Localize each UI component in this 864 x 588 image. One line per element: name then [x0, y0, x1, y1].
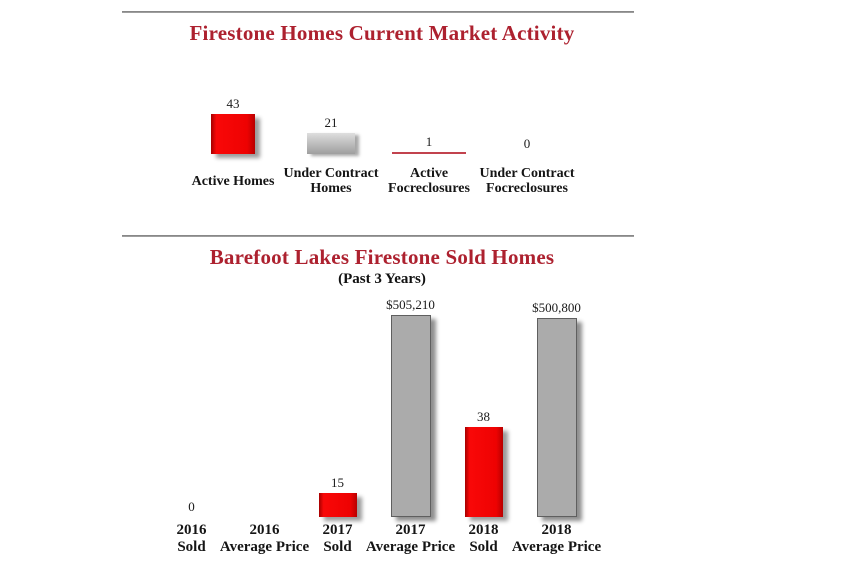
chart-column-2017-sold: 15 2017 Sold: [301, 292, 374, 556]
category-label-line: Active: [409, 166, 449, 181]
category-label-active-homes: Active Homes: [192, 165, 275, 197]
sold-homes-chart: 0 2016 Sold 2016 Average Price 15 2017 Sold $505…: [155, 292, 602, 556]
category-label-line: Homes: [310, 181, 352, 196]
bar-stack: 0: [155, 292, 228, 517]
section-divider-middle: [122, 235, 634, 237]
category-label-line: Sold: [469, 539, 498, 555]
category-label-line: Focreclosures: [388, 181, 470, 196]
bar-active-focreclosures: [392, 152, 466, 154]
chart-column-active-homes: 43 Active Homes: [184, 95, 282, 197]
chart-column-2016-average-price: 2016 Average Price: [220, 292, 309, 556]
bar-value-label: 38: [477, 409, 490, 424]
category-label-under-contract-homes: Under Contract Homes: [283, 165, 378, 197]
bar-value-label: 21: [324, 115, 338, 130]
category-label-line: Average Price: [219, 539, 310, 555]
chart-column-2018-sold: 38 2018 Sold: [447, 292, 520, 556]
chart-column-2016-sold: 0 2016 Sold: [155, 292, 228, 556]
bar-2018-sold: [464, 427, 503, 517]
category-label-line: 2016: [176, 522, 207, 538]
category-label-2018-average-price: 2018 Average Price: [512, 522, 601, 556]
category-label-under-contract-focreclosures: Under Contract Focreclosures: [479, 165, 574, 197]
chart-column-2017-average-price: $505,210 2017 Average Price: [366, 292, 455, 556]
bar-value-label: 15: [331, 475, 344, 490]
chart-column-under-contract-homes: 21 Under Contract Homes: [282, 95, 380, 197]
bar-stack: 0: [478, 95, 576, 154]
chart2-title: Barefoot Lakes Firestone Sold Homes: [209, 245, 555, 269]
bar-stack: [228, 292, 301, 517]
category-label-2018-sold: 2018 Sold: [469, 522, 499, 556]
category-label-line: 2017: [322, 522, 353, 538]
bar-active-homes: [211, 114, 255, 154]
category-label-2017-average-price: 2017 Average Price: [366, 522, 455, 556]
category-label-line: Focreclosures: [486, 181, 568, 196]
bar-stack: 15: [301, 292, 374, 517]
category-label-line: 2018: [468, 522, 499, 538]
bar-under-contract-homes: [307, 133, 355, 154]
category-label-line: Average Price: [511, 539, 602, 555]
bar-stack: 21: [282, 95, 380, 154]
bar-stack: 38: [447, 292, 520, 517]
chart1-title: Firestone Homes Current Market Activity: [189, 21, 575, 45]
bar-stack: 43: [184, 95, 282, 154]
bar-2018-average-price: [536, 318, 577, 517]
chart-column-2018-average-price: $500,800 2018 Average Price: [512, 292, 601, 556]
category-label-line: 2016: [249, 522, 280, 538]
category-label-active-focreclosures: Active Focreclosures: [388, 165, 470, 197]
section-divider-top: [122, 11, 634, 13]
category-label-line: Average Price: [365, 539, 456, 555]
category-label-line: 2018: [541, 522, 572, 538]
category-label-line: Sold: [177, 539, 206, 555]
market-activity-chart: 43 Active Homes 21 Under Contract Homes 1 Acti…: [184, 95, 576, 197]
bar-stack: $500,800: [520, 292, 593, 517]
chart2-subtitle: (Past 3 Years): [338, 271, 426, 287]
bar-value-label: 43: [226, 96, 240, 111]
bar-value-label: 1: [425, 134, 433, 149]
bar-stack: 1: [380, 95, 478, 154]
category-label-line: Under Contract: [283, 166, 379, 181]
category-label-line: Active Homes: [191, 173, 275, 189]
bar-value-label: $505,210: [386, 297, 435, 312]
bar-value-label: 0: [523, 136, 531, 151]
category-label-line: 2017: [395, 522, 426, 538]
category-label-2016-sold: 2016 Sold: [177, 522, 207, 556]
bar-value-label: 0: [188, 499, 195, 514]
category-label-2017-sold: 2017 Sold: [323, 522, 353, 556]
bar-2017-average-price: [390, 315, 431, 517]
chart-column-under-contract-focreclosures: 0 Under Contract Focreclosures: [478, 95, 576, 197]
chart-column-active-focreclosures: 1 Active Focreclosures: [380, 95, 478, 197]
category-label-line: Sold: [323, 539, 352, 555]
bar-value-label: $500,800: [532, 300, 581, 315]
category-label-line: Under Contract: [479, 166, 575, 181]
category-label-2016-average-price: 2016 Average Price: [220, 522, 309, 556]
bar-2017-sold: [318, 493, 357, 517]
bar-stack: $505,210: [374, 292, 447, 517]
